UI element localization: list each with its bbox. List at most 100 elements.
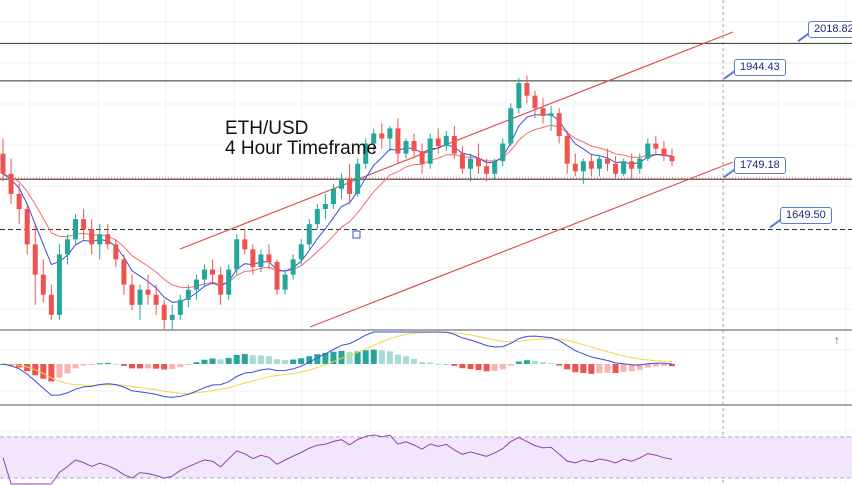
macd-histogram-bar bbox=[40, 364, 47, 379]
candle-body bbox=[322, 204, 328, 210]
candle-body bbox=[0, 153, 6, 174]
macd-histogram-bar bbox=[378, 350, 385, 364]
macd-histogram-bar bbox=[435, 363, 442, 365]
macd-histogram-bar bbox=[564, 364, 571, 370]
candle-body bbox=[435, 138, 441, 147]
macd-histogram-bar bbox=[64, 364, 71, 374]
macd-histogram-bar bbox=[362, 350, 369, 364]
macd-histogram-bar bbox=[120, 364, 127, 366]
candle-body bbox=[16, 193, 22, 210]
candle-body bbox=[202, 269, 207, 280]
candle-body bbox=[347, 178, 353, 194]
channel-lower bbox=[309, 161, 734, 328]
macd-histogram-bar bbox=[427, 362, 434, 364]
candle-body bbox=[274, 261, 280, 290]
chart-title-timeframe: 4 Hour Timeframe bbox=[225, 138, 378, 159]
candle-body bbox=[8, 173, 14, 194]
candle-body bbox=[572, 163, 578, 172]
candle-body bbox=[371, 133, 377, 144]
level-pointer-1944.43 bbox=[723, 70, 736, 80]
macd-histogram-bar bbox=[177, 364, 184, 368]
candle-body bbox=[419, 151, 425, 164]
candle-body bbox=[596, 158, 602, 169]
macd-histogram-bar bbox=[540, 362, 547, 364]
macd-histogram-bar bbox=[225, 357, 232, 364]
macd-histogram-bar bbox=[572, 364, 579, 373]
macd-histogram-bar bbox=[612, 364, 619, 374]
macd-histogram-bar bbox=[556, 364, 563, 366]
candle-body bbox=[387, 128, 393, 139]
candle-body bbox=[621, 161, 627, 174]
macd-histogram-bar bbox=[88, 364, 95, 365]
macd-histogram-bar bbox=[596, 364, 603, 374]
candle-body bbox=[330, 188, 336, 205]
macd-histogram-bar bbox=[274, 359, 281, 364]
candle-body bbox=[629, 161, 635, 169]
macd-histogram-bar bbox=[668, 364, 675, 367]
candle-body bbox=[637, 158, 643, 169]
macd-histogram-bar bbox=[128, 364, 135, 369]
candle-body bbox=[524, 83, 530, 96]
candle-body bbox=[56, 254, 62, 315]
macd-histogram-bar bbox=[467, 364, 474, 370]
candle-body bbox=[282, 274, 288, 290]
candle-body bbox=[580, 161, 586, 172]
candle-body bbox=[81, 219, 87, 230]
macd-histogram-bar bbox=[451, 364, 458, 366]
candle-body bbox=[161, 304, 167, 320]
macd-histogram-bar bbox=[652, 364, 659, 367]
candle-body bbox=[379, 133, 385, 139]
chart-title-symbol: ETH/USD bbox=[225, 118, 309, 139]
macd-histogram-bar bbox=[257, 355, 264, 364]
candle-body bbox=[508, 108, 514, 144]
candle-body bbox=[234, 239, 240, 270]
candle-body bbox=[645, 143, 651, 159]
candle-body bbox=[532, 95, 538, 109]
macd-histogram-bar bbox=[153, 364, 160, 369]
macd-histogram-bar bbox=[96, 363, 103, 365]
macd-histogram-bar bbox=[604, 364, 611, 373]
candle-body bbox=[153, 294, 159, 305]
macd-histogram-bar bbox=[411, 358, 418, 364]
candle-body bbox=[355, 163, 361, 194]
candle-body bbox=[218, 274, 224, 295]
candle-body bbox=[556, 113, 562, 136]
macd-histogram-bar bbox=[636, 364, 643, 370]
macd-histogram-bar bbox=[346, 352, 353, 364]
candle-body bbox=[89, 229, 95, 245]
macd-histogram-bar bbox=[394, 354, 401, 364]
macd-histogram-bar bbox=[354, 351, 361, 364]
macd-histogram-bar bbox=[233, 354, 240, 364]
candle-body bbox=[177, 299, 183, 315]
level-pointer-1749.18 bbox=[723, 168, 736, 179]
candle-body bbox=[193, 279, 199, 290]
macd-histogram-bar bbox=[483, 364, 490, 372]
macd-histogram-bar bbox=[443, 363, 450, 365]
macd-histogram-bar bbox=[249, 355, 256, 364]
candle-body bbox=[613, 163, 619, 174]
macd-histogram-bar bbox=[620, 364, 627, 372]
macd-line bbox=[2, 331, 673, 398]
macd-histogram-bar bbox=[628, 364, 635, 372]
candle-body bbox=[395, 128, 401, 154]
horizontal-levels bbox=[0, 32, 852, 230]
macd-histogram-bar bbox=[290, 359, 297, 364]
candle-body bbox=[105, 234, 111, 245]
rsi-pane bbox=[2, 434, 673, 485]
macd-histogram-bar bbox=[499, 364, 506, 370]
macd-histogram-bar bbox=[201, 359, 208, 364]
candle-body bbox=[500, 143, 506, 162]
macd-histogram-bar bbox=[330, 351, 337, 364]
candles bbox=[0, 75, 675, 330]
macd-histogram-bar bbox=[145, 364, 152, 369]
candle-body bbox=[516, 83, 522, 109]
macd-histogram-bar bbox=[507, 364, 514, 366]
candle-body bbox=[339, 178, 345, 189]
macd-histogram-bar bbox=[72, 364, 79, 369]
pane-collapse-icon: ↑ bbox=[833, 337, 841, 347]
macd-histogram-bar bbox=[515, 361, 522, 364]
macd-histogram-bar bbox=[104, 362, 111, 364]
alert-marker bbox=[352, 230, 361, 239]
macd-histogram-bar bbox=[185, 364, 192, 365]
candle-body bbox=[548, 113, 554, 116]
